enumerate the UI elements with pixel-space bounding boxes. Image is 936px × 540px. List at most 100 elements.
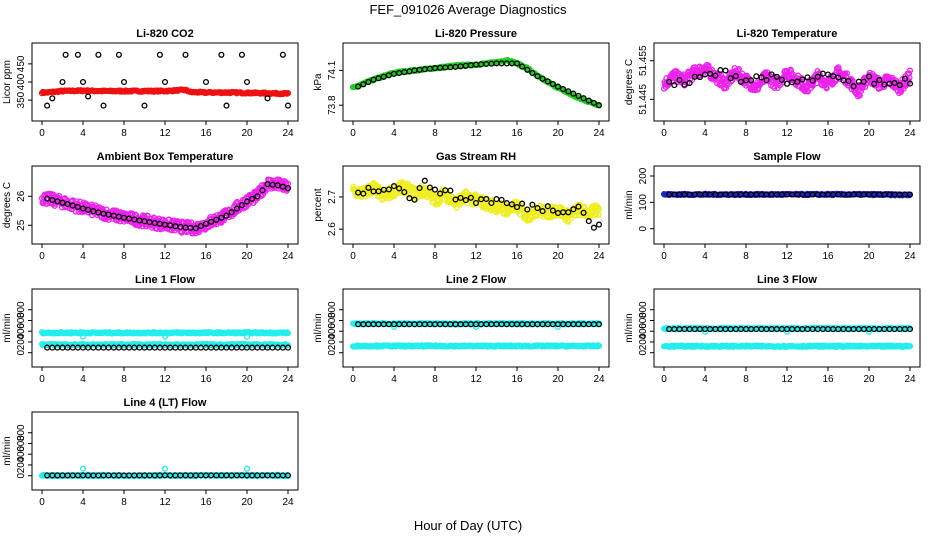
data-point <box>575 92 582 99</box>
data-point <box>508 201 515 208</box>
x-tick-label: 12 <box>470 374 482 385</box>
data-point <box>544 203 551 210</box>
data-point <box>115 51 122 58</box>
data-point <box>161 78 169 86</box>
data-point <box>539 208 546 215</box>
data-point <box>567 215 575 222</box>
data-point <box>534 205 541 212</box>
x-tick-label: 16 <box>200 374 212 385</box>
data-point <box>865 73 873 80</box>
marks <box>660 190 914 199</box>
y-tick-label: 450 <box>16 55 27 72</box>
x-tick-label: 16 <box>200 251 212 262</box>
data-point <box>529 201 536 208</box>
data-point <box>554 323 562 330</box>
data-point <box>814 73 821 80</box>
data-point <box>452 196 459 203</box>
series-cyan-dips <box>79 333 251 340</box>
x-tick-label: 8 <box>432 251 438 262</box>
data-point <box>79 465 87 472</box>
x-tick-label: 12 <box>159 497 171 508</box>
data-point <box>824 71 832 78</box>
y-tick-label: 200 <box>16 456 27 473</box>
x-tick-label: 0 <box>39 374 45 385</box>
x-tick-label: 24 <box>282 374 294 385</box>
x-tick-label: 16 <box>200 128 212 139</box>
data-point <box>385 186 392 193</box>
data-point <box>375 188 382 195</box>
data-point <box>891 79 898 87</box>
x-tick-label: 4 <box>702 251 708 262</box>
data-point <box>570 90 577 97</box>
data-point <box>192 225 199 232</box>
data-point <box>722 67 729 74</box>
x-tick-label: 24 <box>282 497 294 508</box>
data-point <box>595 221 603 228</box>
data-point <box>773 73 780 80</box>
marks <box>349 319 603 350</box>
marks <box>660 324 914 351</box>
x-tick-label: 12 <box>781 128 793 139</box>
data-point <box>575 203 582 210</box>
data-point <box>79 333 87 340</box>
data-point <box>513 204 521 211</box>
data-point <box>835 74 842 81</box>
x-tick-label: 16 <box>822 374 834 385</box>
data-point <box>243 465 251 472</box>
data-point <box>573 212 580 219</box>
y-tick-label: 2.7 <box>327 190 338 204</box>
panel-title: Line 4 (LT) Flow <box>124 397 207 409</box>
marks <box>349 57 603 109</box>
series-cyan-spikes <box>79 465 251 472</box>
data-point <box>758 74 765 81</box>
y-tick-label: 800 <box>16 301 27 318</box>
y-axis-label: ml/min <box>2 436 13 465</box>
data-point <box>95 51 102 58</box>
data-point <box>100 102 107 109</box>
data-point <box>595 102 603 109</box>
data-point <box>416 184 423 192</box>
x-tick-label: 16 <box>511 128 523 139</box>
y-tick-label: 800 <box>327 301 338 318</box>
data-point <box>799 76 806 83</box>
x-tick-label: 4 <box>391 128 397 139</box>
x-tick-label: 8 <box>121 497 127 508</box>
plot-frame <box>342 42 610 122</box>
x-tick-label: 24 <box>593 374 605 385</box>
x-tick-label: 0 <box>661 251 667 262</box>
data-point <box>223 212 230 219</box>
series-average <box>355 60 603 109</box>
x-tick-label: 16 <box>511 251 523 262</box>
series-cyan-low <box>660 342 914 351</box>
data-point <box>906 67 914 74</box>
data-point <box>426 184 433 191</box>
y-tick-label: 800 <box>16 424 27 441</box>
page-title: FEF_091026 Average Diagnostics <box>369 2 567 17</box>
x-tick-label: 12 <box>781 374 793 385</box>
data-point <box>732 72 739 80</box>
y-tick-label: 600 <box>16 435 27 452</box>
data-point <box>666 78 673 85</box>
data-point <box>524 206 531 213</box>
data-point <box>595 321 603 328</box>
data-point <box>431 186 439 193</box>
data-point <box>354 192 361 200</box>
y-tick-label: 800 <box>638 301 649 318</box>
y-tick-label: 400 <box>16 322 27 339</box>
data-point <box>279 183 286 190</box>
data-point <box>238 51 245 58</box>
data-point <box>156 51 163 58</box>
data-point <box>421 177 428 184</box>
panel-title: Gas Stream RH <box>436 151 516 163</box>
data-point <box>355 83 362 90</box>
data-point <box>197 222 204 230</box>
data-point <box>580 95 587 102</box>
x-tick-label: 4 <box>391 374 397 385</box>
data-point <box>284 344 292 351</box>
x-tick-label: 20 <box>241 251 253 262</box>
data-point <box>906 80 914 87</box>
data-point <box>544 78 551 85</box>
series-average <box>44 344 292 351</box>
